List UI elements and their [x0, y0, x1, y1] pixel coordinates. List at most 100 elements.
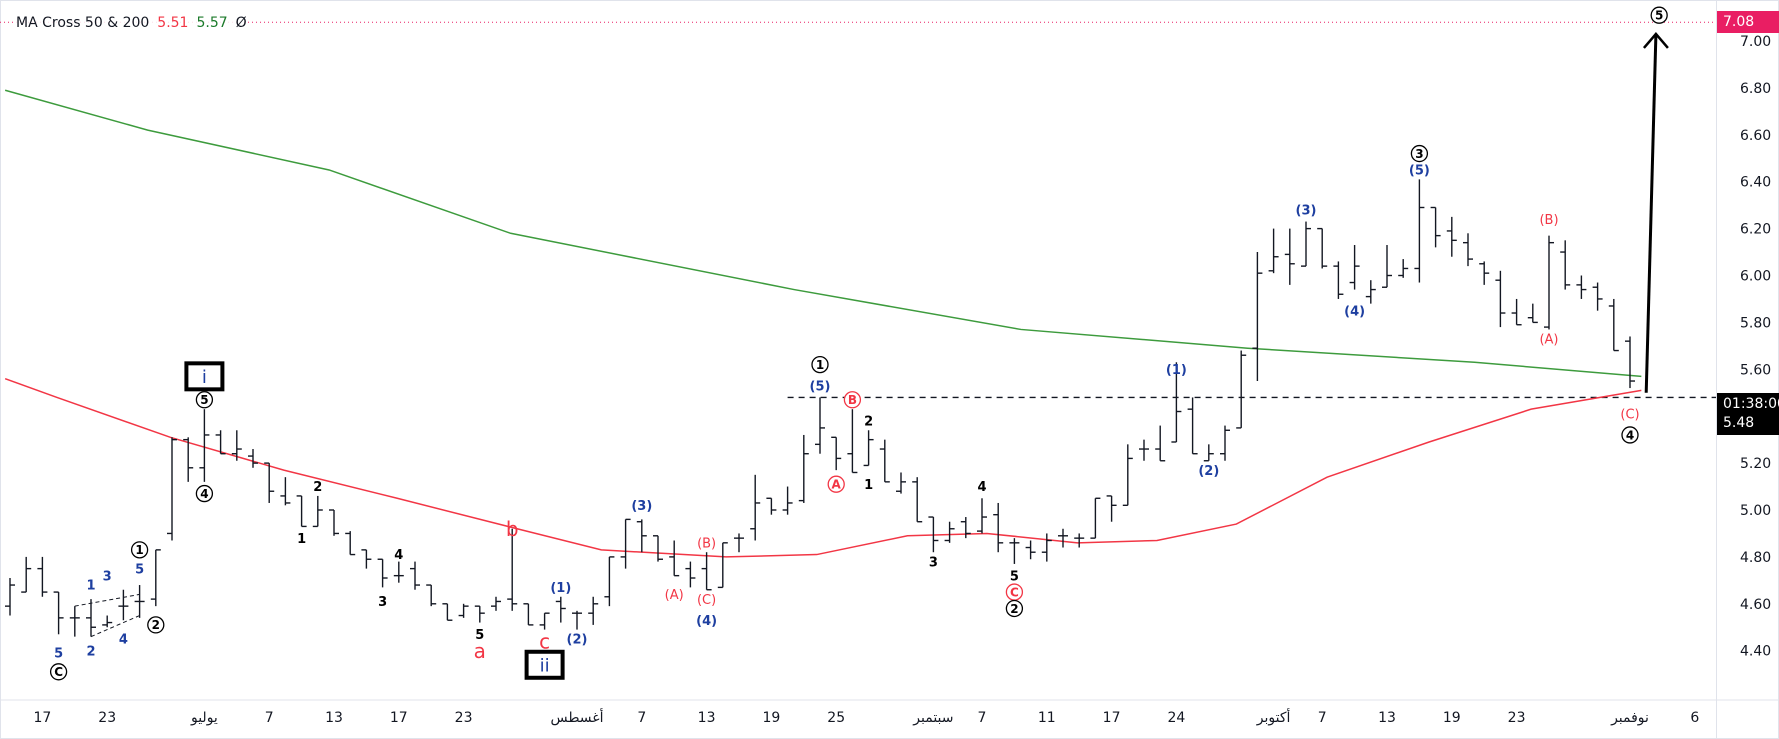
ohlc-bar	[815, 397, 825, 454]
ohlc-bar	[167, 437, 177, 541]
wave-label: C	[54, 665, 63, 679]
ohlc-bar	[685, 561, 696, 588]
wave-label: 1	[86, 579, 95, 594]
wave-label: 2	[86, 644, 95, 659]
indicator-extra-icon: Ø	[235, 15, 247, 31]
wave-label-circle	[49, 663, 68, 681]
ohlc-bar	[1479, 261, 1490, 285]
target-price-label: 7.08	[1717, 11, 1779, 33]
ohlc-bar	[183, 437, 194, 482]
ohlc-bar	[1074, 533, 1085, 548]
wave-label: ii	[540, 655, 550, 676]
ohlc-bar	[1576, 275, 1587, 299]
ohlc-bar	[928, 516, 939, 553]
ohlc-bar	[944, 521, 955, 543]
ohlc-bar	[474, 605, 485, 623]
x-tick-label: أغسطس	[550, 708, 603, 726]
wave-label: 5	[135, 562, 144, 577]
ohlc-bar	[361, 549, 372, 569]
x-tick-label: 19	[762, 710, 780, 726]
wave-label: b	[506, 517, 519, 541]
bar-countdown: 01:38:00	[1723, 396, 1779, 412]
wave-label: (B)	[697, 537, 716, 552]
wave-label: 3	[929, 555, 938, 570]
ohlc-bar	[831, 436, 842, 471]
wave-label: 4	[200, 487, 208, 501]
ohlc-bar	[1511, 298, 1522, 326]
ohlc-bar	[1333, 261, 1344, 299]
y-tick-label: 5.60	[1740, 362, 1771, 378]
ohlc-bar	[53, 591, 64, 635]
ohlc-bar	[1203, 444, 1214, 462]
x-tick-label: أكتوبر	[1256, 708, 1291, 726]
wave-label-circle	[827, 475, 845, 493]
ohlc-bar	[1106, 495, 1117, 522]
wave-label: 5	[1655, 9, 1663, 23]
ohlc-bar	[977, 498, 987, 534]
ohlc-bar	[134, 585, 145, 618]
ohlc-bar	[199, 409, 210, 482]
x-tick-label: 7	[1318, 710, 1327, 726]
x-tick-label: 25	[827, 710, 845, 726]
ohlc-bars	[5, 179, 1635, 637]
ohlc-bar	[280, 477, 291, 506]
ohlc-bar	[750, 474, 761, 541]
wave-label: A	[832, 478, 842, 492]
wave-label-circle	[1621, 426, 1639, 444]
ohlc-bar	[1430, 206, 1441, 248]
wave-label: (1)	[1166, 363, 1187, 378]
ohlc-bar	[329, 509, 339, 536]
wave-label: (5)	[1409, 164, 1430, 179]
wave-label: 1	[816, 358, 824, 372]
ohlc-bar	[588, 596, 599, 625]
ohlc-bar	[426, 584, 437, 607]
ohlc-bar	[620, 518, 631, 569]
wave-channel-line	[74, 593, 140, 607]
ohlc-bar	[1041, 533, 1052, 562]
ohlc-bar	[1560, 240, 1571, 290]
ohlc-bar	[248, 449, 258, 468]
ohlc-bar	[1414, 179, 1425, 283]
ohlc-bar	[653, 535, 663, 562]
wave-label: (4)	[696, 614, 717, 629]
ohlc-bar	[1236, 350, 1247, 429]
x-tick-label: نوفمبر	[1610, 710, 1649, 726]
wave-label: (5)	[810, 379, 831, 394]
wave-label: 4	[977, 480, 986, 495]
ohlc-bar	[345, 531, 356, 556]
ma50-value: 5.51	[157, 15, 189, 31]
x-tick-label: 23	[1508, 710, 1526, 726]
x-tick-label: 17	[33, 710, 51, 726]
wave-label-circle	[130, 541, 149, 559]
wave-label: (A)	[1539, 332, 1558, 347]
ohlc-bar	[1058, 528, 1068, 548]
y-tick-label: 6.40	[1740, 175, 1771, 191]
wave-label-circle	[843, 391, 862, 409]
ohlc-bar	[1527, 303, 1538, 324]
ohlc-bar	[912, 477, 923, 523]
indicator-legend[interactable]: MA Cross 50 & 200 5.51 5.57 Ø	[16, 15, 247, 31]
wave-label: (C)	[697, 593, 716, 608]
price-axis-divider	[1716, 0, 1717, 739]
wave-label: (4)	[1344, 304, 1365, 319]
y-tick-label: 4.60	[1740, 597, 1771, 613]
ohlc-bar	[1220, 425, 1230, 461]
ohlc-bar	[102, 615, 113, 628]
ohlc-bar	[523, 603, 534, 626]
last-price-label: 01:38:00 5.48	[1717, 393, 1779, 435]
wave-label: 5	[54, 647, 63, 662]
wave-label: 1	[135, 543, 143, 557]
wave-label: 4	[1626, 428, 1634, 442]
ohlc-bar	[896, 472, 906, 494]
ma50-line	[4, 377, 1642, 558]
y-tick-label: 5.80	[1740, 315, 1771, 331]
wave-label: 5	[475, 628, 484, 643]
ohlc-bar	[1122, 444, 1133, 507]
ohlc-bar	[555, 596, 566, 623]
ohlc-bar	[734, 533, 744, 553]
ohlc-bar	[442, 603, 453, 621]
wave-label: 4	[119, 633, 128, 648]
x-tick-label: يوليو	[190, 710, 218, 726]
y-tick-label: 4.80	[1740, 550, 1771, 566]
